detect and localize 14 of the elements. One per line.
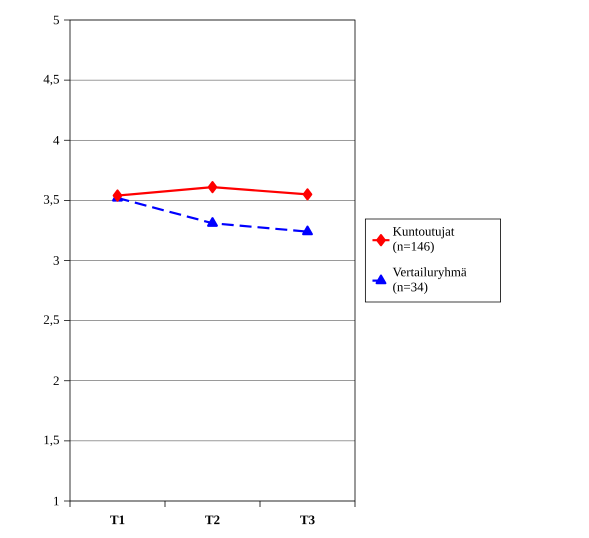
y-tick-label: 2: [54, 376, 59, 386]
y-tick-label: 4,5: [44, 74, 59, 86]
y-tick-label: 3: [54, 256, 59, 265]
y-tick-label: 1,5: [44, 436, 59, 446]
legend-label: Vertailuryhmä (n=34): [392, 267, 467, 294]
y-tick-label: 5: [54, 16, 59, 24]
y-tick-label: 2,5: [44, 315, 59, 326]
y-tick-label: 3,5: [44, 195, 59, 206]
y-tick-label: 1: [54, 496, 59, 506]
y-tick-label: 4: [53, 136, 60, 145]
x-tick-label: T1: [110, 516, 124, 524]
legend-label: Kuntoutujat (n=146): [392, 227, 454, 254]
x-tick-label: T3: [300, 516, 315, 524]
x-tick-label: T2: [205, 516, 220, 524]
